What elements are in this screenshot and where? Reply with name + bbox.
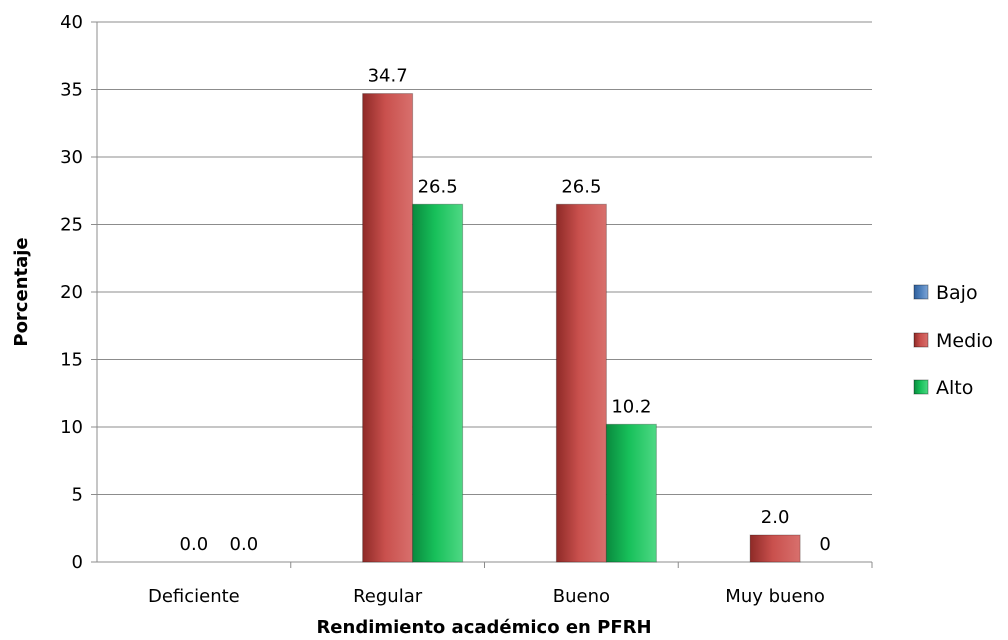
y-tick-label: 40 bbox=[60, 12, 83, 33]
legend-label-medio: Medio bbox=[936, 330, 993, 352]
bar-alto-bueno bbox=[605, 423, 657, 563]
data-label: 10.2 bbox=[611, 396, 651, 417]
x-tick-label: Muy bueno bbox=[725, 586, 825, 607]
data-labels: 0.0 0.0 34.7 26.5 26.5 10.2 2.0 0 bbox=[180, 66, 831, 555]
bar-medio-regular bbox=[362, 93, 414, 563]
y-tick-label: 35 bbox=[60, 80, 83, 101]
data-label: 0.0 bbox=[180, 534, 209, 555]
axes bbox=[91, 21, 873, 568]
data-label: 26.5 bbox=[418, 176, 458, 197]
data-label: 0.0 bbox=[230, 534, 259, 555]
data-label: 0 bbox=[819, 534, 830, 555]
bar-alto-regular bbox=[412, 203, 464, 563]
y-tick-label: 5 bbox=[72, 485, 83, 506]
y-tick-label: 30 bbox=[60, 147, 83, 168]
legend-label-alto: Alto bbox=[936, 377, 973, 399]
bars bbox=[362, 93, 801, 563]
y-tick-label: 0 bbox=[72, 552, 83, 573]
y-tick-labels: 0 5 10 15 20 25 30 35 40 bbox=[60, 12, 83, 573]
x-axis-title: Rendimiento académico en PFRH bbox=[316, 617, 651, 638]
legend-swatch-bajo bbox=[913, 284, 929, 300]
legend-swatch-medio bbox=[913, 332, 929, 348]
y-tick-label: 25 bbox=[60, 215, 83, 236]
data-label: 34.7 bbox=[368, 66, 408, 87]
legend-swatch-alto bbox=[913, 379, 929, 395]
y-tick-label: 20 bbox=[60, 282, 83, 303]
x-tick-labels: Deficiente Regular Bueno Muy bueno bbox=[148, 586, 825, 607]
bar-medio-muy-bueno bbox=[749, 534, 801, 563]
y-tick-label: 15 bbox=[60, 350, 83, 371]
data-label: 26.5 bbox=[561, 176, 601, 197]
bar-medio-bueno bbox=[555, 203, 607, 563]
x-tick-label: Regular bbox=[353, 586, 423, 607]
gridlines bbox=[97, 21, 872, 495]
x-tick-label: Bueno bbox=[553, 586, 610, 607]
data-label: 2.0 bbox=[761, 507, 790, 528]
legend: Bajo Medio Alto bbox=[913, 282, 993, 399]
y-tick-label: 10 bbox=[60, 417, 83, 438]
x-tick-label: Deficiente bbox=[148, 586, 240, 607]
y-axis-title: Porcentaje bbox=[11, 237, 32, 346]
legend-label-bajo: Bajo bbox=[936, 282, 978, 304]
